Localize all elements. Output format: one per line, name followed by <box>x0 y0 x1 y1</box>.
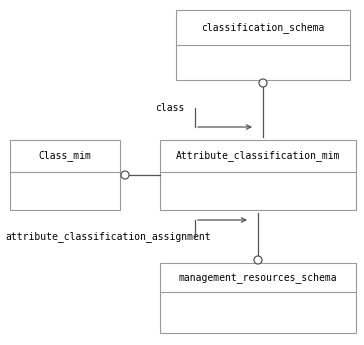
Bar <box>160 263 356 333</box>
Circle shape <box>121 171 129 179</box>
Text: classification_schema: classification_schema <box>201 22 325 33</box>
Text: management_resources_schema: management_resources_schema <box>179 272 337 283</box>
Text: Attribute_classification_mim: Attribute_classification_mim <box>176 150 340 161</box>
Bar <box>160 140 356 210</box>
Circle shape <box>259 79 267 87</box>
Circle shape <box>254 256 262 264</box>
Bar <box>176 10 350 80</box>
Text: attribute_classification_assignment: attribute_classification_assignment <box>5 231 211 243</box>
Bar <box>10 140 120 210</box>
Text: Class_mim: Class_mim <box>39 150 91 161</box>
Text: class: class <box>155 103 185 113</box>
